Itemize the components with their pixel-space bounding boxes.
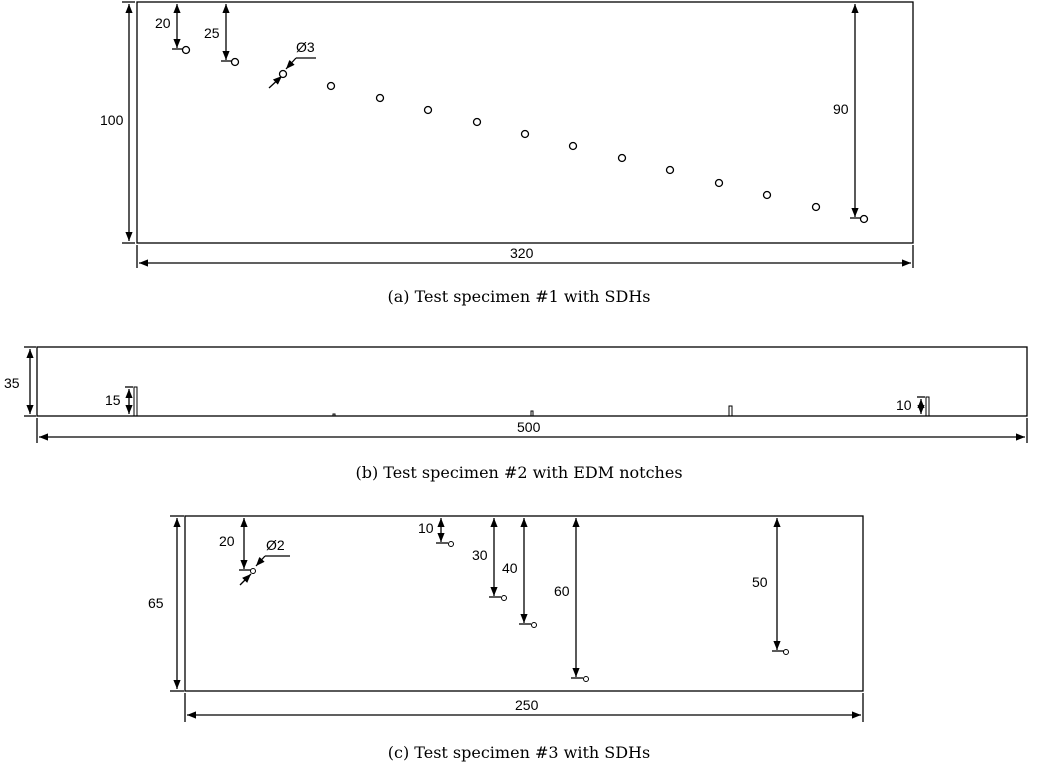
- panel-c: 65 250 20 Ø2 10 30 40 60: [148, 515, 864, 762]
- sdh-hole: [714, 178, 724, 188]
- depth-label-50: 50: [752, 574, 768, 590]
- width-label: 500: [517, 419, 541, 435]
- sdh-hole: [665, 165, 675, 175]
- depth-label-40: 40: [502, 560, 518, 576]
- depth-label-90: 90: [833, 101, 849, 117]
- depth-label-20: 20: [219, 533, 235, 549]
- sdh-hole: [568, 141, 578, 151]
- sdh-hole: [520, 129, 530, 139]
- sdh-hole: [783, 649, 789, 655]
- height-label: 65: [148, 595, 164, 611]
- sdh-hole: [531, 622, 537, 628]
- sdh-hole: [181, 45, 191, 55]
- edm-notch: [925, 396, 930, 417]
- hole-diameter-label: Ø2: [266, 537, 285, 553]
- specimen-1-outline: [136, 1, 914, 244]
- hole-diameter-label: Ø3: [296, 39, 315, 55]
- depth-label-10: 10: [418, 520, 434, 536]
- sdh-hole: [617, 153, 627, 163]
- sdh-hole: [583, 676, 589, 682]
- edm-notch: [728, 405, 733, 417]
- notch-depth-label-15: 15: [105, 392, 121, 408]
- depth-label-60: 60: [554, 583, 570, 599]
- sdh-hole: [448, 541, 454, 547]
- height-label: 35: [4, 375, 20, 391]
- sdh-hole: [472, 117, 482, 127]
- panel-b: 35 500 15 10 (b) Test specimen #2 with E…: [4, 346, 1028, 482]
- sdh-hole: [501, 595, 507, 601]
- caption-c: (c) Test specimen #3 with SDHs: [388, 743, 650, 762]
- sdh-hole: [230, 57, 240, 67]
- sdh-hole: [375, 93, 385, 103]
- caption-b: (b) Test specimen #2 with EDM notches: [355, 463, 682, 482]
- sdh-hole: [859, 214, 869, 224]
- specimen-3-outline: [184, 515, 864, 692]
- depth-label-25: 25: [204, 25, 220, 41]
- width-label: 250: [515, 697, 539, 713]
- edm-notch: [332, 413, 336, 417]
- height-label: 100: [100, 112, 124, 128]
- width-label: 320: [510, 245, 534, 261]
- edm-notch: [530, 410, 534, 417]
- depth-label-30: 30: [472, 547, 488, 563]
- sdh-hole: [250, 568, 256, 574]
- panel-a: 100 320 20 25 Ø3 90: [100, 1, 914, 306]
- caption-a: (a) Test specimen #1 with SDHs: [387, 287, 650, 306]
- sdh-hole: [423, 105, 433, 115]
- sdh-hole: [278, 69, 288, 79]
- specimen-2-outline: [36, 346, 1028, 417]
- sdh-hole: [326, 81, 336, 91]
- sdh-hole: [762, 190, 772, 200]
- notch-depth-label-10: 10: [896, 397, 912, 413]
- sdh-hole: [811, 202, 821, 212]
- depth-label-20: 20: [155, 15, 171, 31]
- edm-notch: [133, 386, 138, 417]
